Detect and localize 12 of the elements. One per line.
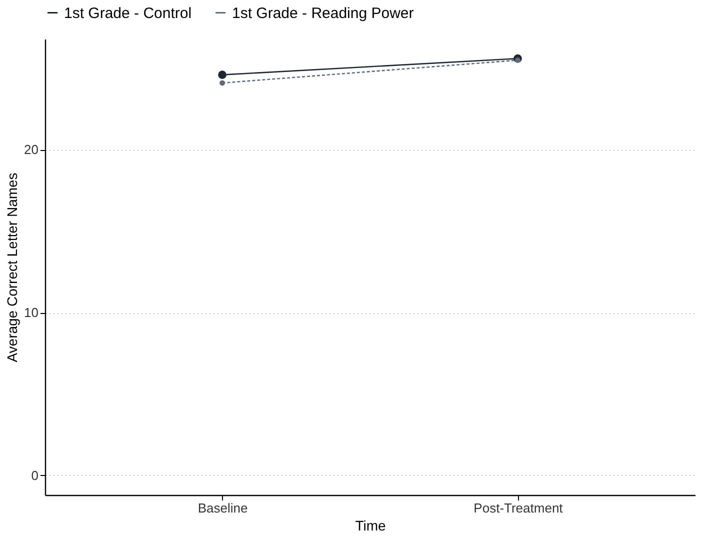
point (514, 57, 520, 63)
x-tick-label: Baseline (198, 500, 248, 516)
y-axis-title: Average Correct Letter Names (4, 172, 20, 362)
x-tick-label: Post-Treatment (474, 500, 564, 516)
x-axis-title: Time (355, 518, 386, 534)
point (220, 80, 226, 86)
y-tick-label: 0 (31, 468, 38, 483)
legend-label: 1st Grade - Reading Power (232, 4, 414, 22)
point (218, 70, 226, 80)
legend-label: 1st Grade - Control (64, 4, 192, 22)
y-tick-label: 20 (24, 142, 38, 158)
y-tick-label: 10 (24, 305, 38, 320)
